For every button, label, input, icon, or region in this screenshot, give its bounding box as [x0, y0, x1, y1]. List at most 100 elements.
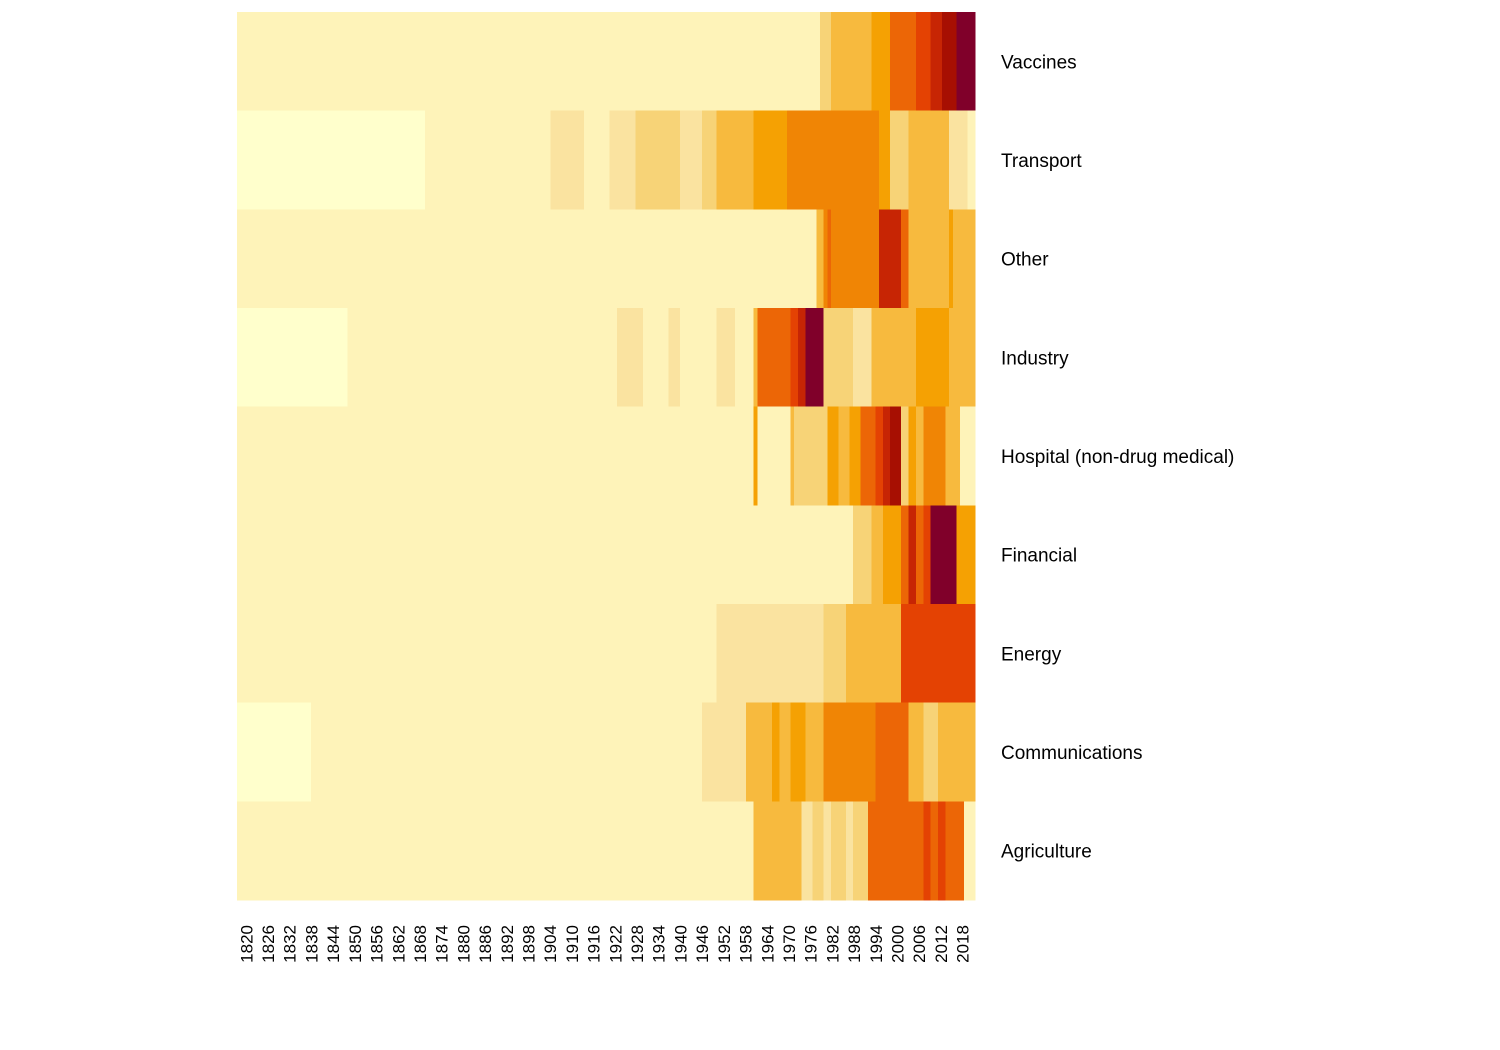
- heatmap-cell: [237, 110, 426, 210]
- x-tick-label: 1820: [237, 925, 256, 963]
- x-tick-label: 1904: [541, 925, 560, 963]
- heatmap-cell: [908, 110, 950, 210]
- heatmap-cell: [797, 308, 806, 408]
- heatmap-cell: [879, 209, 902, 309]
- row-label: Energy: [1001, 644, 1062, 665]
- heatmap-cell: [237, 505, 854, 605]
- x-tick-label: 1850: [346, 925, 365, 963]
- heatmap-cell: [716, 308, 736, 408]
- heatmap-cell: [646, 308, 670, 408]
- heatmap-cell: [753, 702, 773, 802]
- heatmap-row: [237, 308, 976, 408]
- heatmap-cell: [901, 406, 910, 506]
- heatmap-cell: [701, 702, 747, 802]
- heatmap-cell: [930, 702, 939, 802]
- heatmap-cell: [915, 308, 950, 408]
- heatmap-cell: [823, 702, 876, 802]
- heatmap-cell: [772, 308, 792, 408]
- heatmap-cell: [834, 308, 854, 408]
- heatmap-cell: [808, 604, 825, 704]
- heatmap-cell: [882, 505, 902, 605]
- heatmap-cell: [949, 209, 954, 309]
- x-tick-label: 1952: [715, 925, 734, 963]
- heatmap-cell: [812, 110, 840, 210]
- heatmap-cell: [949, 110, 969, 210]
- heatmap-cell: [867, 801, 924, 901]
- heatmap-cell: [790, 308, 799, 408]
- heatmap-cell: [908, 209, 950, 309]
- heatmap-cell: [679, 308, 718, 408]
- heatmap-cell: [237, 702, 312, 802]
- x-tick-label: 1892: [498, 925, 517, 963]
- heatmap-cell: [237, 604, 718, 704]
- heatmap-cell: [820, 12, 832, 112]
- heatmap-cell: [923, 801, 932, 901]
- heatmap-cell: [805, 308, 814, 408]
- heatmap-row: [237, 604, 976, 704]
- heatmap-cell: [838, 406, 847, 506]
- heatmap-cell: [823, 209, 828, 309]
- x-tick-label: 1928: [628, 925, 647, 963]
- row-label: Transport: [1001, 151, 1082, 172]
- heatmap-cell: [849, 406, 862, 506]
- heatmap-row: [237, 110, 976, 210]
- row-label: Communications: [1001, 743, 1143, 764]
- heatmap-cell: [930, 12, 943, 112]
- heatmap-cell: [901, 505, 910, 605]
- heatmap-cell: [923, 406, 947, 506]
- row-label: Hospital (non-drug medical): [1001, 447, 1234, 468]
- heatmap-cell: [890, 110, 910, 210]
- x-tick-label: 1880: [454, 925, 473, 963]
- heatmap-cell: [816, 209, 825, 309]
- x-tick-label: 1946: [693, 925, 712, 963]
- heatmap-cell: [963, 801, 976, 901]
- x-tick-label: 1976: [802, 925, 821, 963]
- heatmap-cell: [890, 406, 902, 506]
- heatmap-cell: [875, 406, 884, 506]
- heatmap-cell: [823, 308, 836, 408]
- heatmap-cell: [237, 801, 755, 901]
- heatmap-cell: [237, 406, 755, 506]
- heatmap-cell: [701, 110, 718, 210]
- x-tick-label: 1862: [389, 925, 408, 963]
- x-tick-label: 1856: [368, 925, 387, 963]
- heatmap-cell: [790, 406, 795, 506]
- heatmap-cell: [831, 801, 847, 901]
- heatmap-cell: [237, 12, 821, 112]
- heatmap-cell: [716, 604, 810, 704]
- heatmap-cell: [871, 308, 917, 408]
- heatmap-cell: [923, 702, 932, 802]
- x-tick-label: 1982: [823, 925, 842, 963]
- heatmap-cell: [901, 604, 954, 704]
- heatmap-cell: [753, 308, 758, 408]
- x-tick-label: 1874: [433, 925, 452, 963]
- heatmap-cell: [679, 110, 703, 210]
- x-tick-label: 1898: [520, 925, 539, 963]
- heatmap-cell: [938, 801, 947, 901]
- x-tick-label: 1910: [563, 925, 582, 963]
- heatmap-cell: [812, 308, 825, 408]
- heatmap-cell: [425, 110, 552, 210]
- heatmap-cell: [853, 308, 873, 408]
- row-label: Vaccines: [1001, 52, 1077, 73]
- heatmap-row: [237, 209, 976, 309]
- heatmap-cell: [794, 406, 799, 506]
- heatmap-cell: [879, 110, 891, 210]
- heatmap-cell: [779, 702, 792, 802]
- heatmap-cell: [860, 406, 876, 506]
- heatmap-cell: [945, 801, 965, 901]
- heatmap-cell: [801, 801, 814, 901]
- heatmap-row: [237, 801, 976, 901]
- heatmap-cell: [871, 505, 884, 605]
- heatmap-cell: [915, 12, 932, 112]
- x-tick-label: 1988: [845, 925, 864, 963]
- heatmap-cell: [550, 110, 585, 210]
- row-label: Industry: [1001, 348, 1069, 369]
- heatmap-cell: [831, 209, 840, 309]
- row-label: Financial: [1001, 546, 1077, 567]
- heatmap-cell: [956, 12, 976, 112]
- heatmap-cell: [945, 406, 961, 506]
- heatmap-cell: [786, 110, 814, 210]
- heatmap-cell: [882, 406, 891, 506]
- heatmap-cell: [838, 110, 880, 210]
